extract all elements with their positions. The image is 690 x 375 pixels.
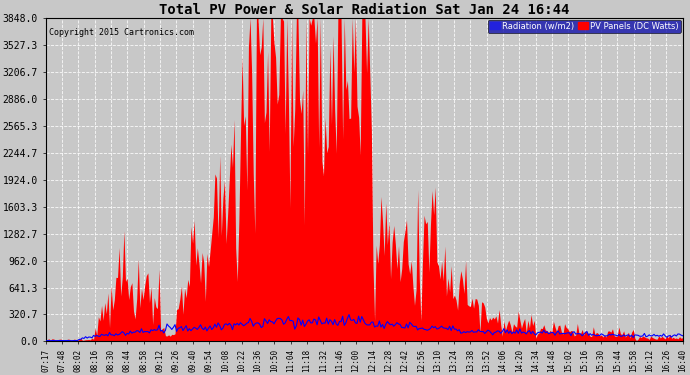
Title: Total PV Power & Solar Radiation Sat Jan 24 16:44: Total PV Power & Solar Radiation Sat Jan… <box>159 3 569 17</box>
Text: Copyright 2015 Cartronics.com: Copyright 2015 Cartronics.com <box>49 28 194 37</box>
Legend: Radiation (w/m2), PV Panels (DC Watts): Radiation (w/m2), PV Panels (DC Watts) <box>488 20 681 33</box>
